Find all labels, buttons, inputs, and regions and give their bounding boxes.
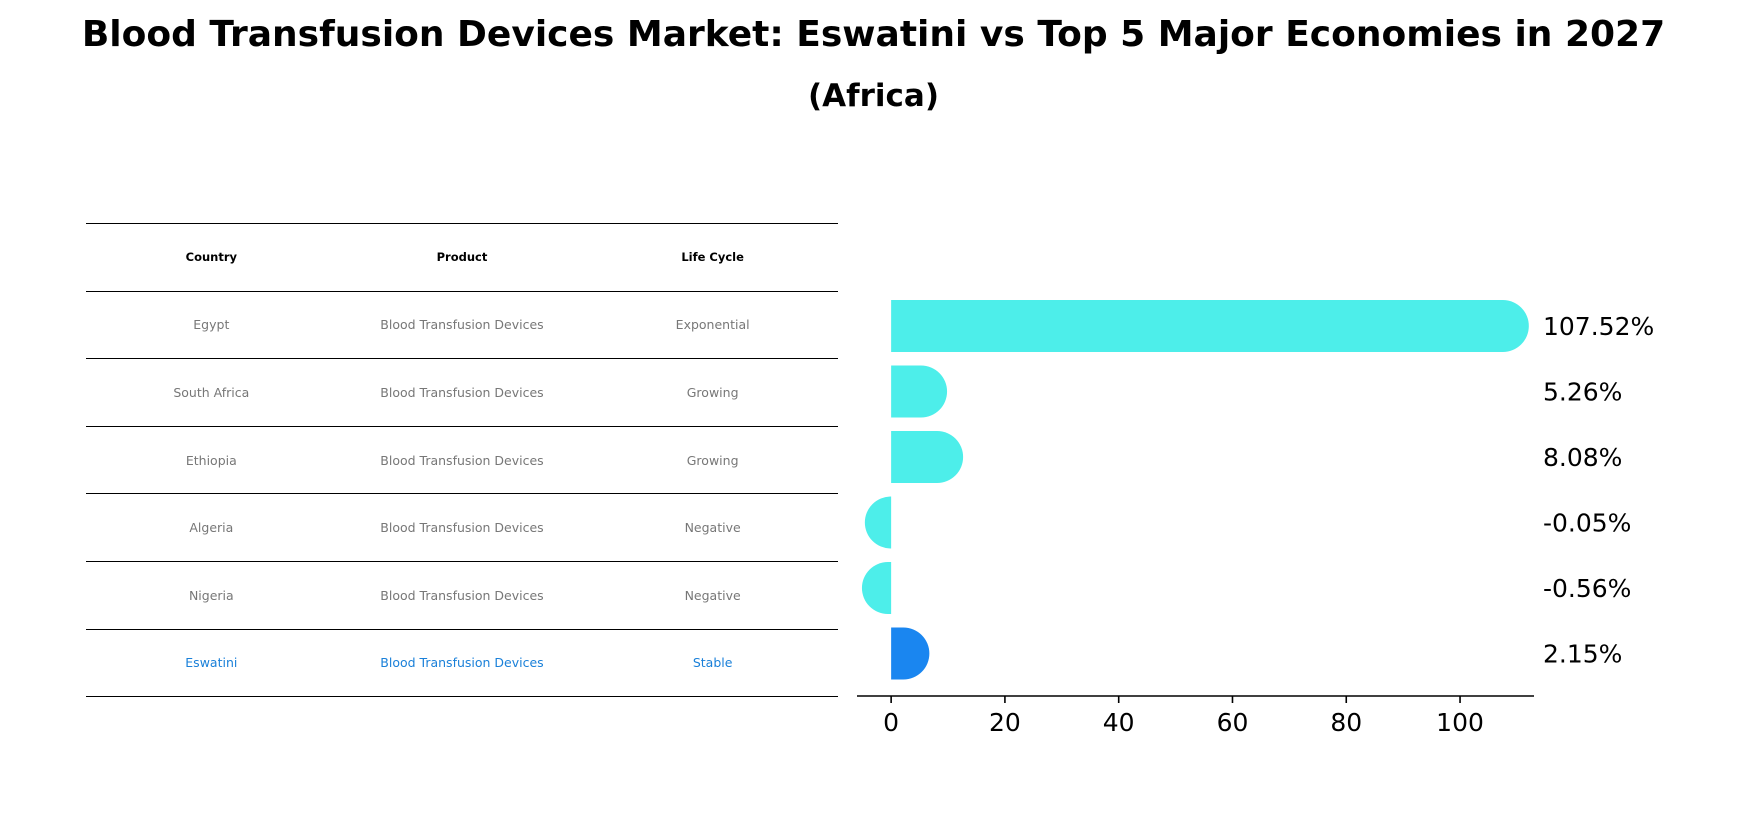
x-tick-label: 100 [1436, 708, 1484, 737]
cell-product: Blood Transfusion Devices [380, 317, 544, 333]
cell-product: Blood Transfusion Devices [380, 520, 544, 536]
cell-life-cycle: Growing [686, 384, 739, 400]
cell-product: Blood Transfusion Devices [380, 655, 544, 671]
value-label: 2.15% [1543, 640, 1622, 669]
chart-title: Blood Transfusion Devices Market: Eswati… [81, 14, 1666, 55]
table-row: Nigeria Blood Transfusion Devices Negati… [86, 560, 838, 629]
value-label: -0.56% [1543, 574, 1631, 603]
cell-country: Ethiopia [185, 452, 237, 468]
value-labels-group: 107.52% 5.26% 8.08% -0.05% -0.56% 2.15% [1543, 312, 1654, 669]
cell-life-cycle: Negative [684, 587, 741, 603]
chart-subtitle: (Africa) [807, 78, 940, 114]
bar-algeria [864, 496, 892, 549]
table-row: South Africa Blood Transfusion Devices G… [86, 358, 838, 426]
cell-country: Algeria [189, 520, 234, 536]
cell-country: Nigeria [188, 587, 234, 603]
value-label: 5.26% [1543, 378, 1622, 407]
value-label: -0.05% [1543, 509, 1631, 538]
x-tick-label: 80 [1330, 708, 1362, 737]
cell-life-cycle: Stable [692, 655, 733, 671]
x-tick-label: 0 [883, 708, 899, 737]
cell-product: Blood Transfusion Devices [380, 587, 544, 603]
value-label: 107.52% [1543, 312, 1654, 341]
bar-ethiopia [891, 431, 964, 483]
cell-life-cycle: Growing [686, 452, 739, 468]
cell-product: Blood Transfusion Devices [380, 452, 544, 468]
comparison-table: Country Product Life Cycle Egypt Blood T… [86, 223, 838, 698]
header-country: Country [185, 250, 238, 265]
x-tick-label: 40 [1103, 708, 1135, 737]
x-tick-label: 20 [989, 708, 1021, 737]
table-row: Algeria Blood Transfusion Devices Negati… [86, 493, 838, 561]
x-tick-label: 60 [1217, 708, 1249, 737]
bar-eswatini [891, 627, 930, 680]
cell-life-cycle: Exponential [675, 317, 750, 333]
header-product: Product [436, 250, 488, 265]
header-life-cycle: Life Cycle [681, 250, 744, 265]
table-row: Egypt Blood Transfusion Devices Exponent… [86, 290, 838, 359]
cell-product: Blood Transfusion Devices [380, 384, 544, 400]
x-ticks-group: 0 20 40 60 80 100 [883, 696, 1484, 737]
bar-south-africa [891, 365, 948, 418]
bars-group [861, 300, 1529, 680]
cell-country: Egypt [193, 317, 230, 333]
table-row-highlighted: Eswatini Blood Transfusion Devices Stabl… [86, 628, 838, 698]
cell-country: Eswatini [185, 655, 238, 671]
table-header-row: Country Product Life Cycle [86, 223, 838, 291]
table-row: Ethiopia Blood Transfusion Devices Growi… [86, 425, 838, 494]
cell-life-cycle: Negative [684, 520, 741, 536]
value-label: 8.08% [1543, 443, 1622, 472]
bar-nigeria [861, 562, 892, 614]
cell-country: South Africa [173, 384, 250, 400]
bar-egypt [891, 300, 1529, 352]
